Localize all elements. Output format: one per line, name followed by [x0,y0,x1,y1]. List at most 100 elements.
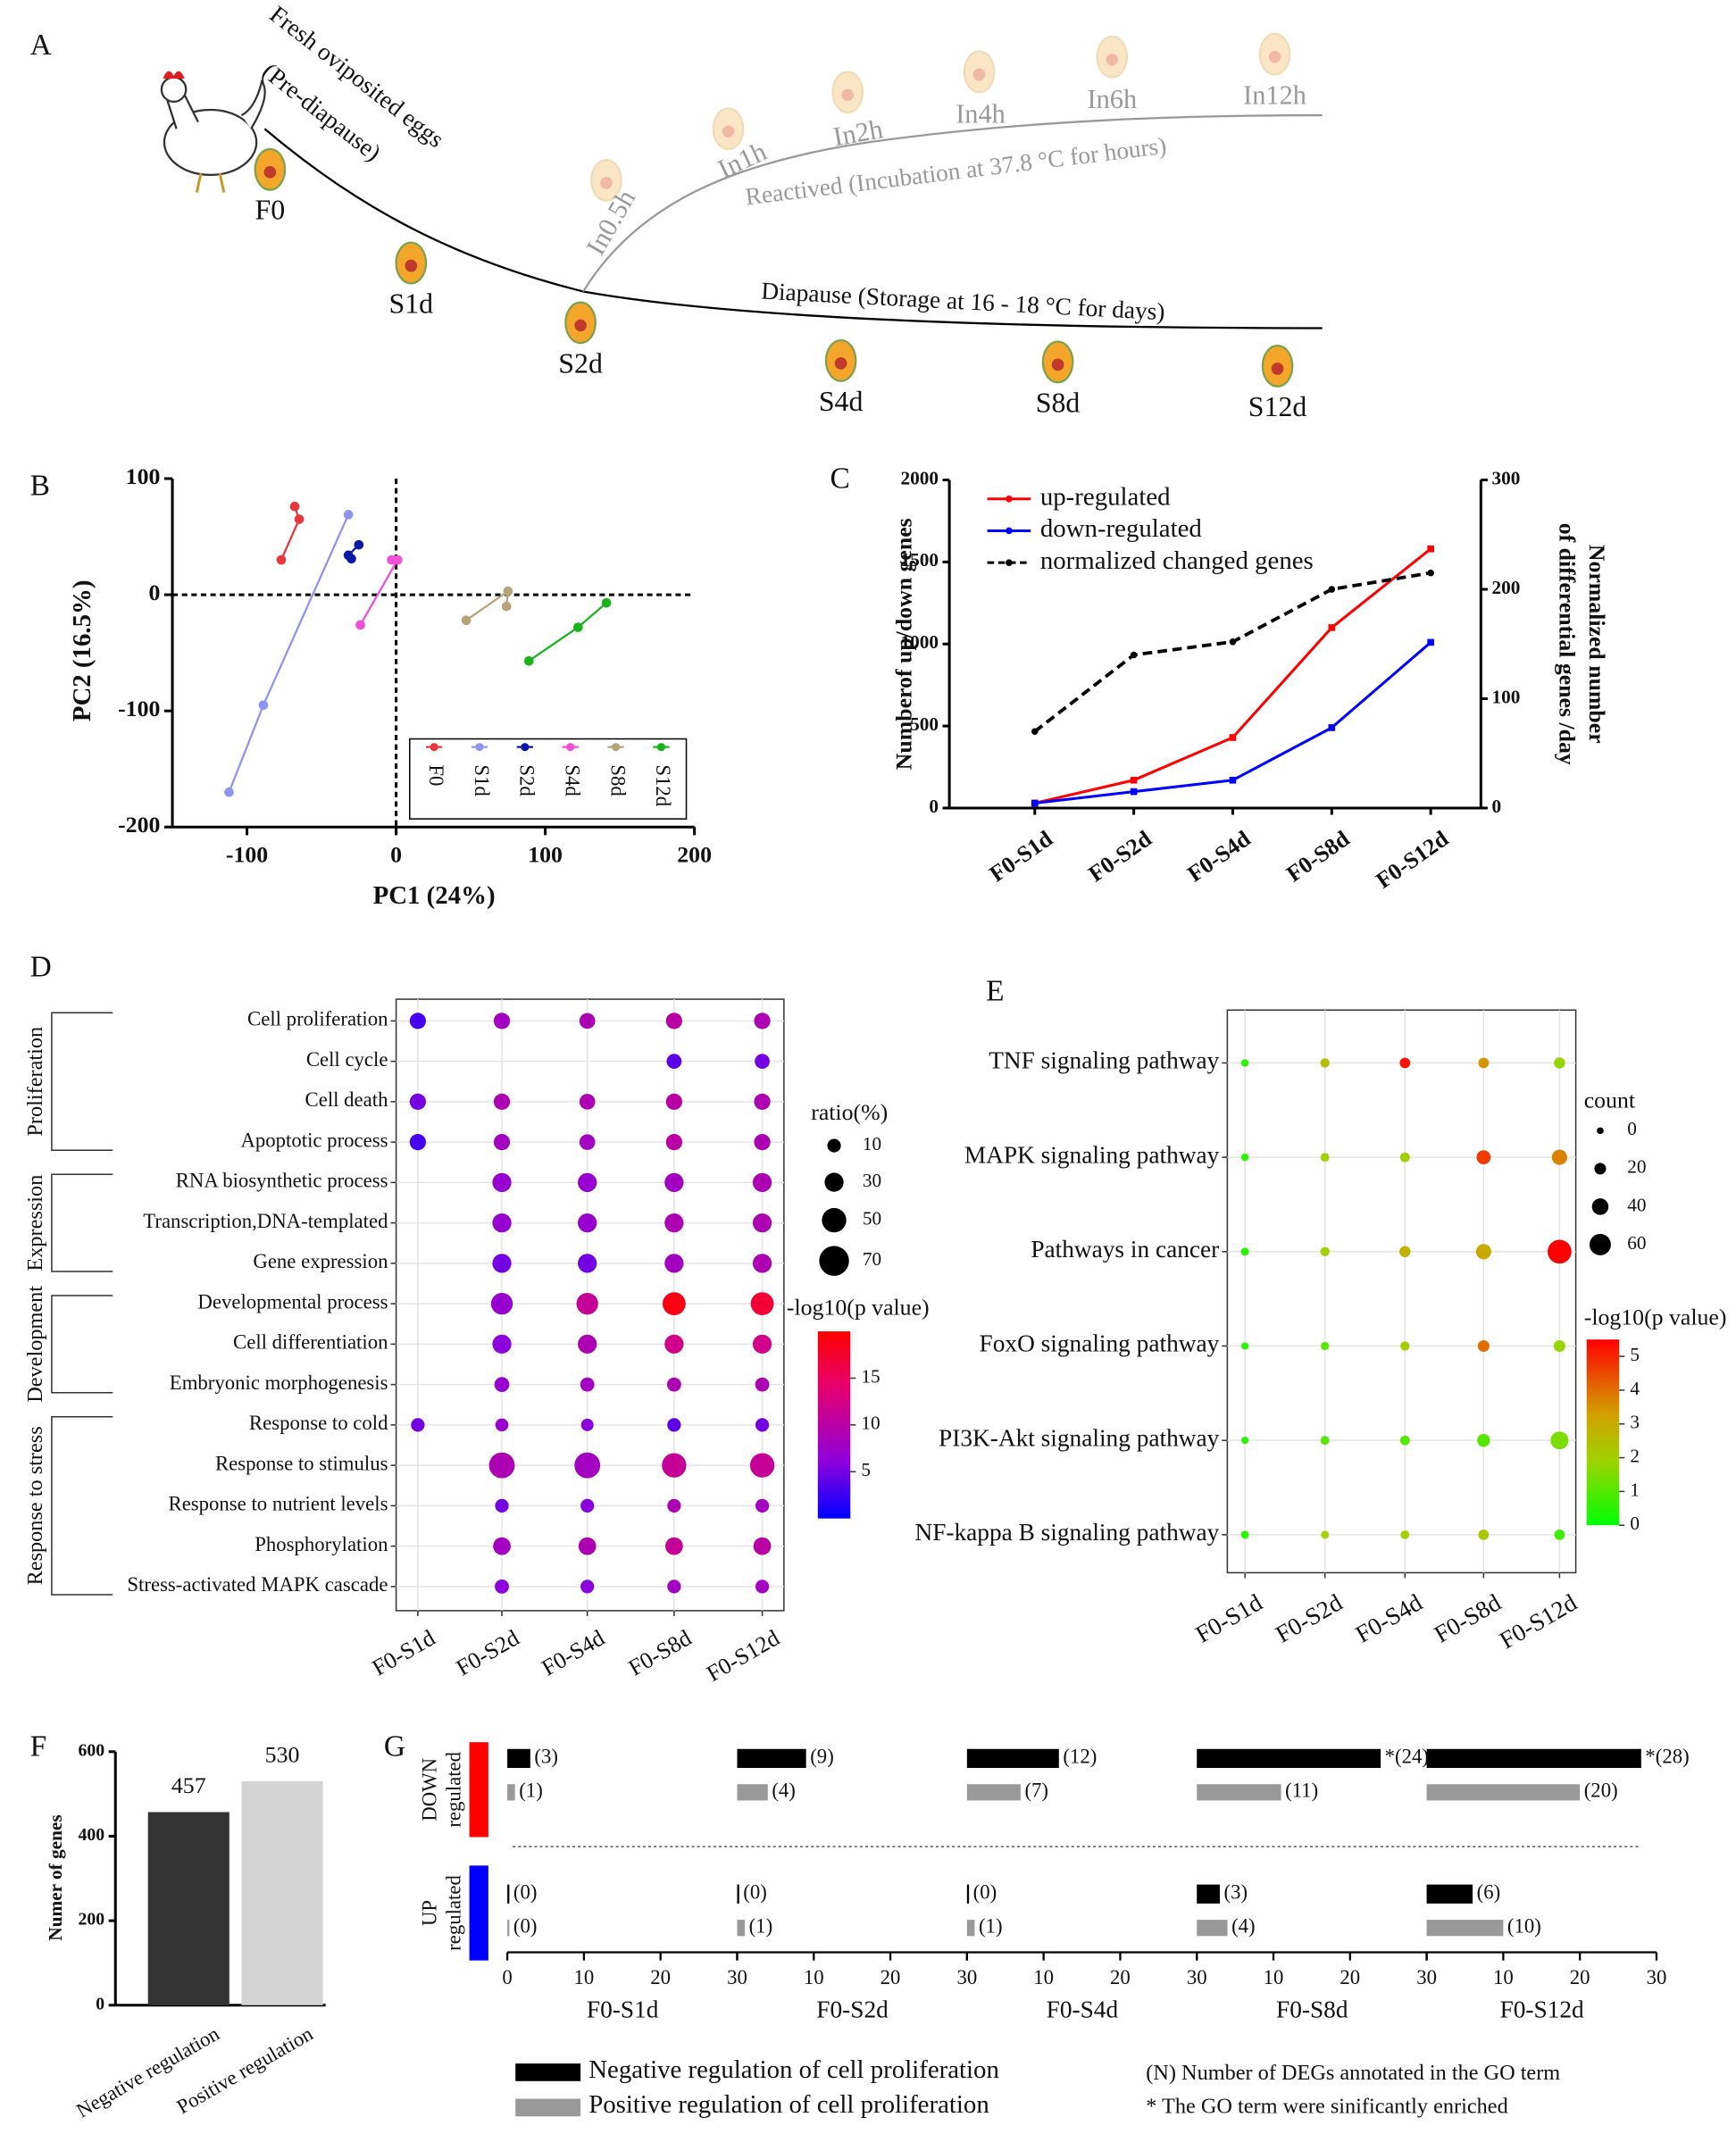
note: (N) Number of DEGs annotated in the GO t… [1146,2061,1560,2085]
bar [737,1884,739,1904]
value-label: 457 [171,1772,206,1798]
value-label: *(24) [1385,1746,1429,1768]
x-tick-label: F0-S2d [1083,825,1156,887]
dot [1241,1437,1249,1445]
bar [966,1748,1059,1769]
value-label: (6) [1477,1880,1501,1903]
point [224,787,234,797]
egg-yolk [1051,358,1064,371]
dot [580,1377,595,1392]
stage-label: S2d [558,347,603,379]
dot [1399,1435,1410,1446]
series-line [280,505,301,561]
x-tick-label: 10 [1493,1966,1514,1988]
colorbar [1586,1339,1620,1526]
stage-label: S1d [388,288,433,319]
term-label: FoxO signaling pathway [980,1330,1220,1357]
group-label: DOWN [418,1758,440,1821]
legend-marker [430,743,438,752]
legend-dot [1597,1127,1604,1135]
legend-label: F0 [425,764,447,786]
point [354,539,364,550]
x-tick-label: F0-S8d [624,1624,696,1680]
value-label: (4) [772,1780,796,1802]
point [392,554,403,565]
dot [580,1418,594,1431]
bar [147,1812,230,2005]
x-tick-label: F0-S12d [702,1624,784,1687]
series-line [359,558,400,626]
x-tick-label: F0-S12d [1495,1588,1582,1654]
egg-yolk [263,166,277,179]
caption: Diapause (Storage at 16 - 18 °C for days… [761,278,1166,326]
group-label: regulated [443,1875,465,1951]
x-axis-label: PC1 (24%) [373,881,496,910]
y-tick-label: 200 [79,1910,105,1930]
legend-marker [1006,559,1013,566]
group-label: Expression [23,1175,47,1271]
dot [1554,1530,1565,1540]
egg-yolk [574,319,587,332]
stage-label: S4d [819,386,864,417]
value-label: 530 [265,1742,300,1768]
x-tick-label: F0-S1d [1191,1588,1267,1647]
dot [1554,1057,1565,1069]
legend-dot [822,1207,847,1233]
value-label: (10) [1507,1914,1541,1937]
legend-swatch [515,2063,581,2081]
dot [1240,1530,1249,1539]
legend-label: 60 [1627,1232,1646,1254]
point [523,655,534,666]
legend-label: S2d [516,764,538,796]
dot [1399,1246,1411,1258]
dot [1240,1059,1249,1067]
bar [966,1784,1021,1801]
legend-marker [1006,495,1013,503]
x-tick-label: F0-S4d [538,1624,609,1680]
series-line [228,513,350,793]
term-label: Phosphorylation [255,1533,388,1555]
dot [1478,1057,1490,1069]
egg-yolk [600,177,613,189]
value-label: (3) [1224,1880,1248,1903]
legend-label: down-regulated [1040,514,1203,543]
bar [1426,1748,1641,1769]
diapause-curve [263,128,1323,329]
panel-label: B [30,469,50,502]
dot [492,1172,512,1192]
egg-yolk [834,357,847,370]
y-axis-label: PC2 (16.5%) [68,580,96,722]
term-label: NF-kappa B signaling pathway [914,1519,1219,1546]
legend-swatch [515,2098,581,2117]
dot [754,1134,771,1151]
panel-name: F0-S2d [816,1996,889,2023]
y-axis-label: Numberof up/down genes [890,518,916,770]
hen-body [163,108,258,177]
bar [737,1784,768,1801]
dot [495,1418,509,1432]
reactivation-label: In6h [1087,84,1137,114]
reactivation-label: In0.5h [580,185,642,261]
point [461,615,472,626]
x-tick-label: F0-S8d [1430,1588,1506,1647]
dot [667,1580,681,1594]
point [501,601,512,612]
dot [752,1213,772,1233]
value-label: (7) [1024,1780,1048,1802]
dot [1551,1149,1567,1165]
value-label: (4) [1231,1914,1256,1937]
legend-marker [566,743,575,752]
x-tick-label: 10 [804,1966,824,1988]
y-tick-label: -100 [118,696,160,721]
point [1229,776,1237,784]
point [343,510,354,520]
x-tick-label: 100 [528,842,563,868]
group-label: UP [418,1900,440,1926]
legend-dot [824,1172,844,1192]
bar [1197,1784,1281,1801]
x-tick-label: F0-S4d [1182,825,1256,887]
bar [737,1920,746,1937]
reactivation-curve [582,113,1323,293]
legend-dot [1591,1198,1609,1215]
egg-yolk [1271,363,1284,375]
